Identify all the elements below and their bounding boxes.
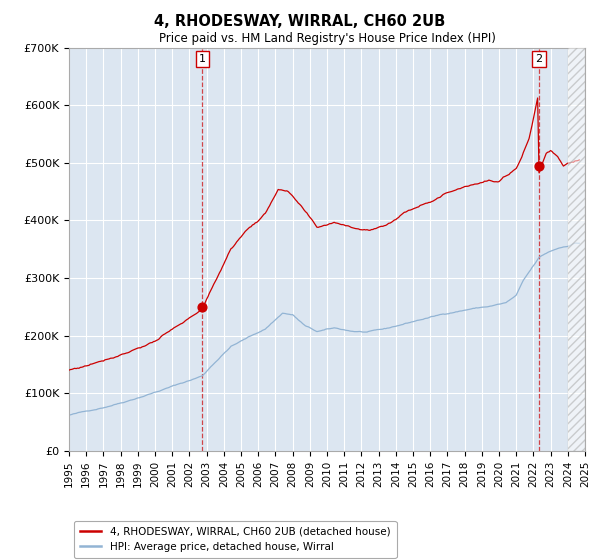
Point — [197, 302, 207, 311]
Legend: 4, RHODESWAY, WIRRAL, CH60 2UB (detached house), HPI: Average price, detached ho: 4, RHODESWAY, WIRRAL, CH60 2UB (detached… — [74, 521, 397, 558]
Title: Price paid vs. HM Land Registry's House Price Index (HPI): Price paid vs. HM Land Registry's House … — [158, 32, 496, 45]
Point — [534, 161, 544, 170]
Text: 1: 1 — [199, 54, 206, 64]
Text: 2: 2 — [535, 54, 542, 64]
Text: 4, RHODESWAY, WIRRAL, CH60 2UB: 4, RHODESWAY, WIRRAL, CH60 2UB — [154, 14, 446, 29]
Bar — [568, 48, 585, 451]
